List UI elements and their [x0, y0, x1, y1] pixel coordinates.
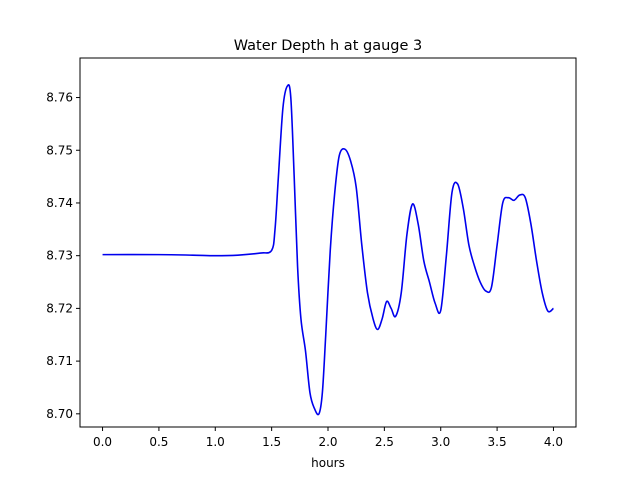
x-axis: 0.0 0.5 1.0 1.5 2.0 2.5 3.0 3.5 4.0: [93, 427, 563, 449]
y-tick-label: 8.75: [46, 143, 73, 157]
y-tick-label: 8.72: [46, 301, 73, 315]
y-tick-label: 8.70: [46, 407, 73, 421]
x-tick-label: 3.5: [488, 435, 507, 449]
plot-frame: [79, 57, 577, 428]
x-tick-label: 1.0: [206, 435, 225, 449]
x-tick-label: 2.0: [318, 435, 337, 449]
y-tick-label: 8.73: [46, 249, 73, 263]
y-axis: 8.70 8.71 8.72 8.73 8.74 8.75 8.76: [46, 91, 80, 421]
x-tick-label: 1.5: [262, 435, 281, 449]
series-line: [102, 84, 554, 416]
chart-title: Water Depth h at gauge 3: [234, 38, 422, 54]
x-tick-label: 3.0: [431, 435, 450, 449]
x-tick-label: 2.5: [375, 435, 394, 449]
y-tick-label: 8.74: [46, 196, 73, 210]
x-tick-label: 4.0: [544, 435, 563, 449]
y-tick-label: 8.71: [46, 354, 73, 368]
y-tick-label: 8.76: [46, 91, 73, 105]
x-axis-label: hours: [311, 456, 345, 470]
x-tick-label: 0.0: [93, 435, 112, 449]
plot-series: [102, 84, 554, 416]
x-tick-label: 0.5: [149, 435, 168, 449]
